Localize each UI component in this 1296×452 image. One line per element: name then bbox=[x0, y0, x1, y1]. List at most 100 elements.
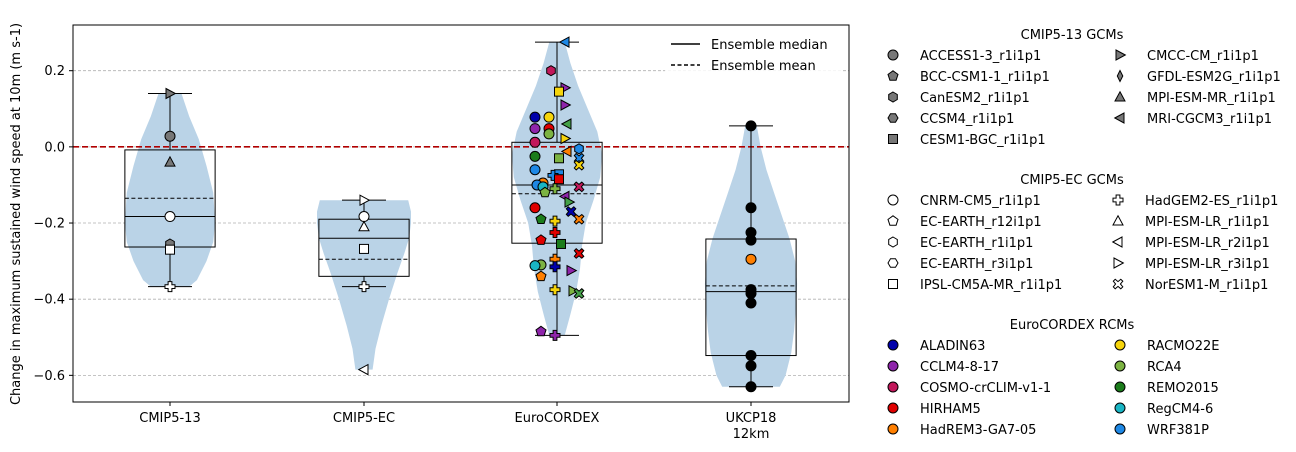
data-point bbox=[745, 350, 757, 362]
y-tick-label: −0.4 bbox=[33, 293, 65, 308]
data-point bbox=[535, 325, 547, 337]
data-point bbox=[549, 215, 561, 227]
plot-area bbox=[72, 24, 850, 403]
legend-item-label: CNRM-CM5_r1i1p1 bbox=[920, 194, 1041, 209]
data-point bbox=[573, 213, 585, 225]
legend-item-label: MPI-ESM-LR_r3i1p1 bbox=[1145, 257, 1270, 272]
data-point bbox=[529, 123, 541, 135]
x-tick-label: EuroCORDEX bbox=[515, 411, 600, 426]
data-point bbox=[574, 143, 584, 155]
legend-mean-label: Ensemble mean bbox=[711, 59, 816, 74]
legend-item-label: CanESM2_r1i1p1 bbox=[920, 91, 1030, 106]
legend-marker bbox=[1114, 381, 1126, 393]
data-point bbox=[549, 329, 561, 341]
legend-marker bbox=[1114, 360, 1126, 372]
legend-item-label: REMO2015 bbox=[1147, 381, 1219, 396]
data-point bbox=[573, 181, 585, 193]
legend-marker bbox=[1112, 278, 1124, 290]
legend-item-label: HIRHAM5 bbox=[920, 402, 981, 417]
data-point bbox=[560, 118, 572, 130]
data-point bbox=[560, 99, 572, 111]
legend-marker bbox=[888, 91, 898, 103]
data-point bbox=[745, 287, 757, 299]
legend-marker bbox=[887, 423, 899, 435]
y-tick-label: 0.0 bbox=[44, 140, 65, 155]
data-point bbox=[529, 150, 541, 162]
legend-marker bbox=[887, 49, 899, 61]
data-point bbox=[558, 36, 570, 48]
legend-item-label: ACCESS1-3_r1i1p1 bbox=[920, 49, 1041, 64]
legend-marker bbox=[887, 381, 899, 393]
marker-legends: CMIP5-13 GCMs ACCESS1-3_r1i1p1 BCC-CSM1-1_… bbox=[887, 28, 1281, 438]
legend-item-label: MPI-ESM-LR_r1i1p1 bbox=[1145, 215, 1270, 230]
data-point bbox=[165, 244, 175, 255]
data-point bbox=[546, 65, 556, 77]
legend-item-label: RegCM4-6 bbox=[1147, 402, 1213, 417]
data-point bbox=[359, 243, 369, 254]
legend-item-label: ALADIN63 bbox=[920, 339, 985, 354]
data-point bbox=[565, 206, 577, 217]
legend-marker bbox=[1114, 90, 1126, 102]
legend-marker bbox=[1114, 339, 1126, 351]
data-point bbox=[573, 159, 585, 171]
data-point bbox=[554, 174, 564, 185]
data-point bbox=[549, 284, 561, 296]
data-point bbox=[554, 153, 564, 164]
y-axis: 0.2 0.0 −0.2 −0.4 −0.6 bbox=[33, 64, 73, 384]
legend-item-label: MPI-ESM-MR_r1i1p1 bbox=[1147, 91, 1276, 106]
data-point bbox=[358, 220, 370, 232]
x-tick-label: CMIP5-13 bbox=[139, 411, 200, 426]
data-point bbox=[745, 381, 757, 393]
data-point bbox=[745, 234, 757, 246]
legend-marker bbox=[887, 113, 899, 123]
legend-item-label: HadREM3-GA7-05 bbox=[920, 423, 1036, 438]
legend-marker bbox=[1113, 112, 1125, 124]
data-point bbox=[745, 360, 757, 372]
box-plots bbox=[124, 41, 797, 388]
data-point bbox=[543, 128, 555, 140]
legend-marker bbox=[888, 134, 898, 144]
data-point bbox=[359, 194, 371, 207]
data-point bbox=[745, 120, 757, 132]
legend-item-label: GFDL-ESM2G_r1i1p1 bbox=[1147, 70, 1281, 85]
legend-item-label: MRI-CGCM3_r1i1p1 bbox=[1147, 112, 1272, 127]
legend-item-label: WRF381P bbox=[1147, 423, 1209, 438]
data-point bbox=[165, 87, 177, 100]
data-point bbox=[164, 281, 176, 293]
legend-marker bbox=[1115, 49, 1127, 61]
legend-item-label: COSMO-crCLIM-v1-1 bbox=[920, 381, 1051, 396]
data-point bbox=[529, 136, 541, 148]
data-point bbox=[535, 213, 547, 224]
legend-marker bbox=[1111, 236, 1123, 248]
legend-item-label: NorESM1-M_r1i1p1 bbox=[1145, 278, 1268, 293]
legend-item-label: IPSL-CM5A-MR_r1i1p1 bbox=[920, 278, 1062, 293]
data-point bbox=[529, 111, 541, 123]
legend-median-label: Ensemble median bbox=[711, 38, 828, 53]
data-point bbox=[566, 264, 578, 277]
data-point bbox=[560, 132, 572, 145]
legend-item-label: EC-EARTH_r3i1p1 bbox=[920, 257, 1033, 272]
data-point bbox=[554, 86, 564, 97]
data-point bbox=[535, 234, 547, 245]
x-tick-label: UKCP18 12km bbox=[726, 411, 777, 442]
data-point bbox=[745, 202, 757, 214]
x-tick-label: CMIP5-EC bbox=[333, 411, 395, 426]
legend-marker bbox=[888, 279, 898, 289]
data-point bbox=[529, 202, 541, 214]
data-point bbox=[164, 211, 176, 223]
data-point bbox=[535, 270, 547, 282]
legend-marker bbox=[1113, 257, 1125, 269]
legend-item-label: HadGEM2-ES_r1i1p1 bbox=[1145, 194, 1278, 209]
data-point bbox=[164, 130, 176, 142]
data-point bbox=[358, 211, 370, 223]
legend-item-label: CMCC-CM_r1i1p1 bbox=[1147, 49, 1259, 64]
y-tick-label: −0.2 bbox=[33, 217, 65, 232]
x-axis: CMIP5-13 CMIP5-EC EuroCORDEX UKCP18 12km bbox=[139, 402, 776, 442]
data-point bbox=[539, 186, 551, 198]
data-point bbox=[543, 111, 555, 123]
data-point bbox=[560, 145, 572, 158]
legend-item-label: RACMO22E bbox=[1147, 339, 1219, 354]
data-point bbox=[357, 363, 369, 376]
data-point bbox=[573, 288, 585, 299]
data-point bbox=[568, 284, 580, 297]
